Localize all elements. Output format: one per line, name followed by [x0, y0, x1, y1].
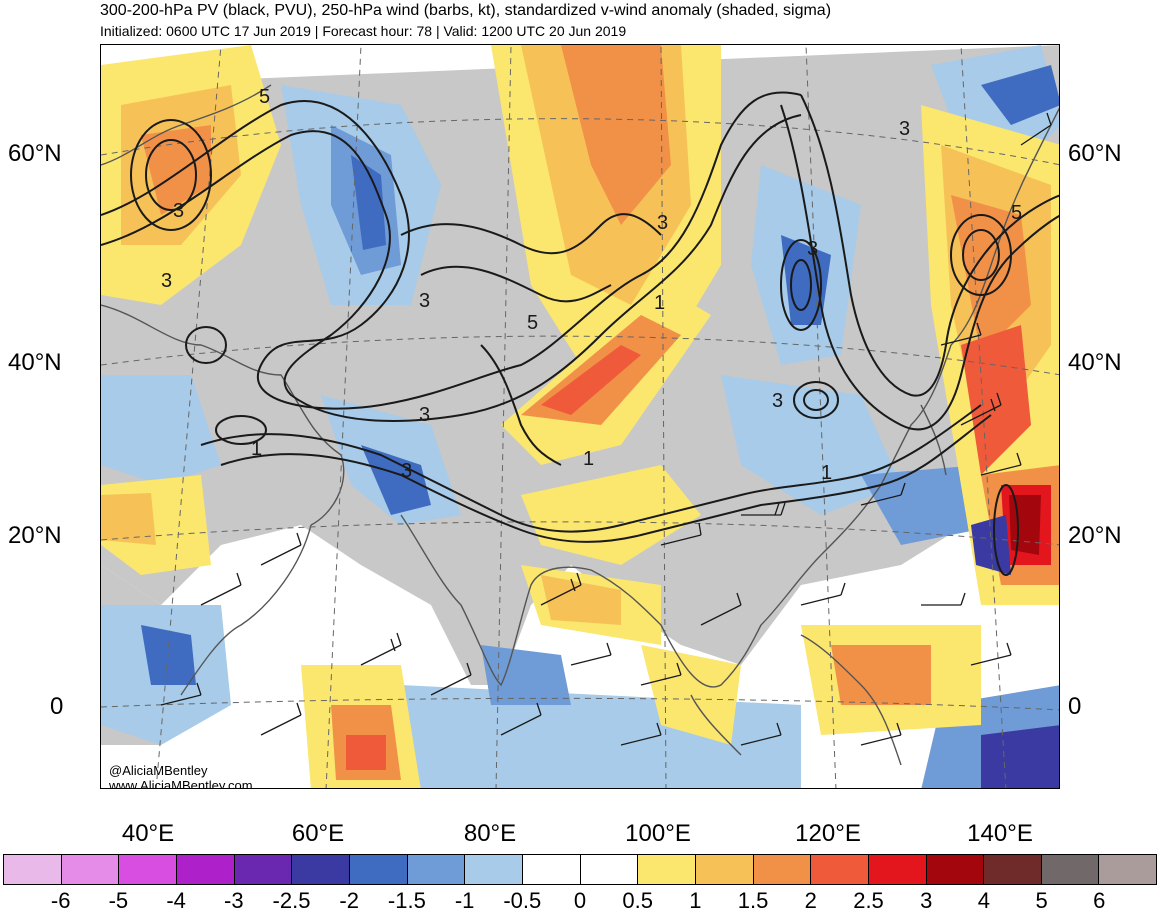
- neg-anomaly-indian-ocean: [381, 685, 801, 788]
- colorbar-tick-label: 1: [689, 888, 702, 913]
- coastlines: [101, 84, 1059, 766]
- pos-anomaly-japan-streak: [961, 325, 1031, 475]
- map-subtitle: Initialized: 0600 UTC 17 Jun 2019 | Fore…: [100, 23, 627, 39]
- neg-anomaly-northeast-core: [981, 65, 1059, 125]
- neg-anomaly-mediterranean: [101, 375, 221, 485]
- colorbar-tick-label: 2: [804, 888, 817, 913]
- lat-label-20n-left: 20°N: [8, 522, 62, 549]
- colorbar-swatch: [1099, 855, 1157, 884]
- contour-label: 5: [1011, 202, 1022, 224]
- colorbar-swatch: [984, 855, 1042, 884]
- colorbar-swatch: [176, 855, 235, 884]
- colorbar-tick-label: 4: [977, 888, 991, 913]
- colorbar-tick-label: -2: [339, 888, 359, 913]
- colorbar-swatch: [811, 855, 869, 884]
- colorbar-tick-label: 6: [1093, 888, 1106, 913]
- colorbar-swatch: [349, 855, 408, 884]
- pos-anomaly-typhoon-core: [1009, 495, 1041, 555]
- contour-label: 5: [527, 312, 538, 334]
- lat-label-40n-right: 40°N: [1068, 349, 1122, 376]
- map-canvas: 3 1 5 3 5 3 3 1 3 3 1 3 5 3 3 1: [101, 45, 1059, 788]
- colorbar-tick-label: 2.5: [853, 888, 884, 913]
- contour-label: 1: [583, 448, 594, 470]
- lat-label-40n-left: 40°N: [8, 349, 62, 376]
- colorbar-swatch: [292, 855, 350, 884]
- contour-label: 3: [899, 118, 910, 140]
- contour-label: 3: [657, 212, 668, 234]
- contour-label: 1: [251, 438, 262, 460]
- pos-anomaly-africa-core: [101, 493, 156, 545]
- colorbar-swatch: [4, 855, 62, 884]
- colorbar-tick-label: -6: [50, 888, 71, 913]
- colorbar-swatch: [119, 855, 177, 884]
- colorbar-tick-label: -0.5: [503, 888, 542, 913]
- contour-label: 5: [259, 86, 270, 108]
- lon-label-40e: 40°E: [121, 820, 175, 847]
- contour-label: 3: [173, 200, 184, 222]
- pos-anomaly-arabian-sea-core2: [346, 735, 386, 770]
- contour-label: 3: [419, 290, 430, 312]
- lat-label-eq-right: 0: [1068, 693, 1082, 720]
- pos-anomaly-jet-streak-core2: [541, 345, 641, 415]
- map-panel: 3 1 5 3 5 3 3 1 3 3 1 3 5 3 3 1 @AliciaM…: [100, 44, 1060, 789]
- lat-label-60n-left: 60°N: [8, 140, 62, 167]
- pos-anomaly-north-siberia-core2: [561, 45, 671, 225]
- colorbar-tick-label: -4: [166, 888, 186, 913]
- colorbar-tick-label: -3: [224, 888, 244, 913]
- neg-anomaly-west-siberia-core2: [351, 155, 386, 250]
- colorbar-tick-label: -1.5: [387, 888, 426, 913]
- map-title: 300-200-hPa PV (black, PVU), 250-hPa win…: [100, 2, 832, 19]
- wind-barbs: [160, 112, 1052, 746]
- credit-text: @AliciaMBentley www.AliciaMBentley.com: [109, 763, 253, 789]
- lon-label-120e: 120°E: [795, 820, 861, 847]
- lon-label-100e: 100°E: [625, 820, 691, 847]
- colorbar-swatch: [638, 855, 696, 884]
- colorbar-swatch: [465, 855, 523, 884]
- graticule: [101, 45, 1059, 788]
- lat-label-20n-right: 20°N: [1068, 522, 1122, 549]
- neg-anomaly-indian-core: [481, 645, 571, 705]
- colorbar-swatch: [868, 855, 927, 884]
- anomaly-shading: [101, 45, 1059, 788]
- colorbar-tick-label: -1: [454, 888, 475, 913]
- contour-label: 1: [821, 462, 832, 484]
- colorbar-swatch: [407, 855, 466, 884]
- colorbar-tick-label: 3: [920, 888, 933, 913]
- colorbar-swatch: [234, 855, 293, 884]
- contour-label: 1: [654, 292, 665, 314]
- lon-label-80e: 80°E: [463, 820, 517, 847]
- pos-anomaly-india-east-core: [541, 575, 621, 625]
- lon-label-60e: 60°E: [291, 820, 345, 847]
- colorbar: [3, 854, 1157, 885]
- credit-site: www.AliciaMBentley.com: [109, 778, 253, 789]
- colorbar-swatch: [1041, 855, 1100, 884]
- colorbar-tick-label: 0: [573, 888, 587, 913]
- neg-anomaly-pacific-south-core: [981, 725, 1059, 788]
- credit-handle: @AliciaMBentley: [109, 763, 208, 778]
- contour-label: 3: [419, 404, 430, 426]
- contour-label: 3: [161, 270, 172, 292]
- colorbar-swatch: [926, 855, 985, 884]
- pos-anomaly-philippines-core: [831, 645, 931, 705]
- neg-anomaly-central-asia-core: [361, 445, 431, 515]
- colorbar-tick-label: 1.5: [737, 888, 769, 913]
- colorbar-swatch: [61, 855, 120, 884]
- colorbar-tick-label: -2.5: [272, 888, 311, 913]
- lat-label-eq-left: 0: [50, 693, 64, 720]
- contour-label: 3: [401, 460, 412, 482]
- colorbar-swatch: [522, 855, 581, 884]
- contour-label: 3: [772, 390, 783, 412]
- pv-contours: [101, 91, 1059, 576]
- colorbar-tick-label: -5: [108, 888, 129, 913]
- neg-anomaly-china: [721, 375, 901, 515]
- lat-label-60n-right: 60°N: [1068, 140, 1122, 167]
- neg-anomaly-arabia-core: [141, 625, 196, 685]
- colorbar-swatch: [580, 855, 639, 884]
- colorbar-swatch: [695, 855, 754, 884]
- colorbar-swatch: [753, 855, 812, 884]
- colorbar-tick-label: 5: [1035, 888, 1048, 913]
- lon-label-140e: 140°E: [967, 820, 1033, 847]
- contour-label: 3: [807, 238, 818, 260]
- colorbar-tick-label: 0.5: [622, 888, 653, 913]
